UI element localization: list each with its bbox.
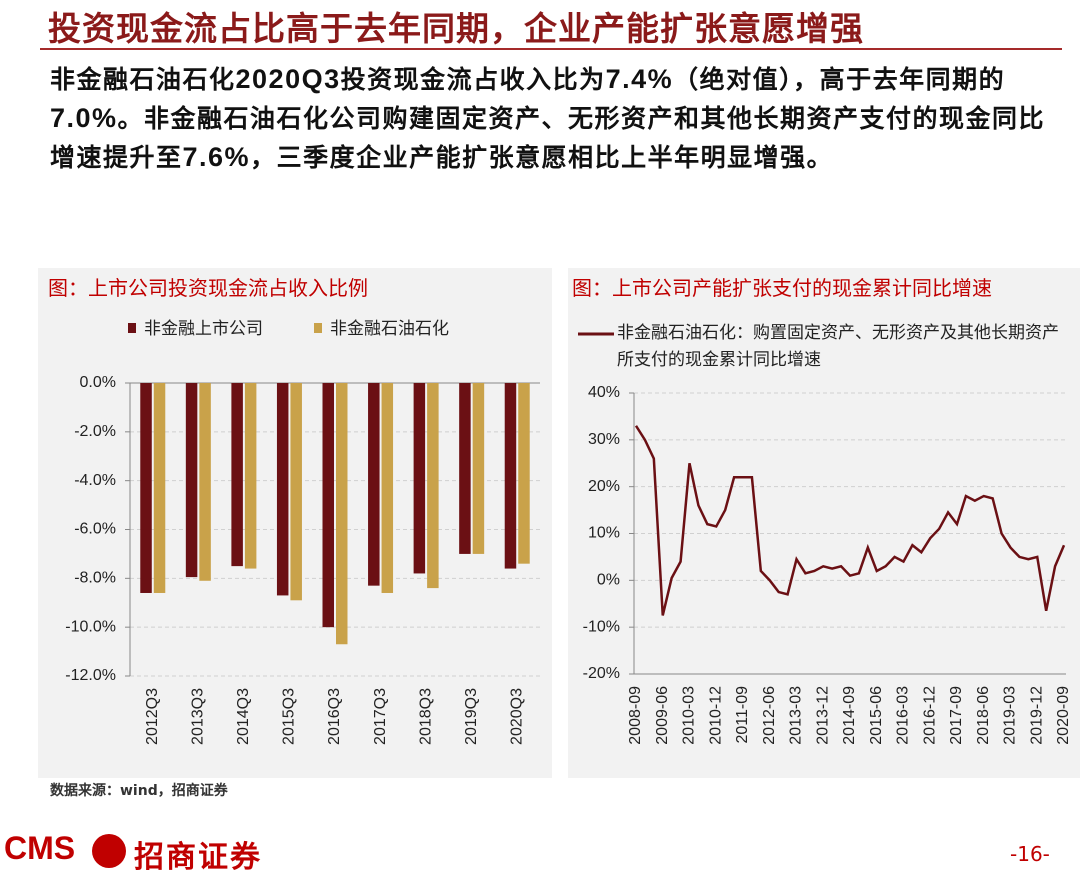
x-tick-label: 2018Q3 (417, 688, 434, 745)
x-tick-label: 2010-12 (707, 686, 724, 745)
bar (504, 383, 517, 569)
y-tick-label: -10% (583, 618, 620, 635)
x-tick-label: 2017-09 (948, 686, 965, 745)
logo-text: CMS (4, 830, 76, 866)
legend-swatch (314, 323, 322, 333)
x-tick-label: 2012-06 (761, 686, 778, 745)
x-tick-label: 2017Q3 (372, 688, 389, 745)
x-tick-label: 2011-09 (734, 686, 751, 744)
bar (336, 383, 348, 645)
x-tick-label: 2013-12 (814, 686, 831, 745)
bar (140, 383, 152, 593)
slide-title: 投资现金流占比高于去年同期，企业产能扩张意愿增强 (48, 9, 864, 48)
paragraph-run: 7.0% (50, 103, 118, 133)
bar (322, 383, 334, 628)
bar (153, 383, 166, 593)
bar (231, 383, 243, 567)
bar (290, 383, 302, 601)
bar (427, 383, 439, 589)
x-tick-label: 2015Q3 (281, 688, 298, 745)
paragraph-run: 2020Q3 (235, 64, 341, 94)
legend-label: 非金融上市公司 (144, 319, 263, 339)
x-tick-label: 2013Q3 (190, 688, 207, 745)
x-tick-label: 2019-12 (1028, 686, 1045, 745)
chart-panel (568, 268, 1080, 778)
x-tick-label: 2010-03 (681, 686, 698, 745)
y-tick-label: -6.0% (74, 521, 116, 538)
paragraph: 非金融石油石化2020Q3投资现金流占收入比为7.4%（绝对值），高于去年同期的… (50, 60, 1050, 177)
company-name: 招商证券 (134, 840, 262, 875)
y-tick-label: -12.0% (65, 667, 116, 684)
bar (199, 383, 211, 581)
bar (472, 383, 485, 554)
x-tick-label: 2016-03 (895, 686, 912, 745)
y-tick-label: 40% (588, 384, 620, 401)
paragraph-run: 7.6% (182, 142, 251, 172)
legend-label: 非金融石油石化 (330, 319, 449, 339)
page-number: -16- (1010, 842, 1050, 866)
y-tick-label: -20% (583, 665, 620, 682)
x-tick-label: 2019Q3 (463, 688, 480, 745)
bar (413, 383, 426, 574)
title-rule (40, 48, 1062, 50)
x-tick-label: 2016-12 (921, 686, 938, 745)
source-note: 数据来源：wind，招商证券 (50, 783, 228, 799)
bar (381, 383, 394, 593)
legend-swatch (128, 323, 136, 333)
x-tick-label: 2014Q3 (235, 688, 252, 745)
y-tick-label: -8.0% (74, 570, 116, 587)
paragraph-run: 。非金融石油石化公司购建固定资产、无形资产和其他长期资产支付的现金同比增速提升至 (50, 104, 1046, 172)
x-tick-label: 2016Q3 (326, 688, 343, 745)
paragraph-run: 7.4% (605, 64, 674, 94)
x-tick-label: 2020-09 (1055, 686, 1072, 745)
y-tick-label: -4.0% (74, 472, 116, 489)
x-tick-label: 2008-09 (627, 686, 644, 745)
x-tick-label: 2014-09 (841, 686, 858, 745)
y-tick-label: 10% (588, 525, 620, 542)
bar (518, 383, 530, 564)
logo-icon (92, 834, 126, 868)
y-tick-label: 0% (597, 572, 620, 589)
x-tick-label: 2018-06 (975, 686, 992, 745)
x-tick-label: 2013-03 (788, 686, 805, 745)
x-tick-label: 2009-06 (654, 686, 671, 745)
x-tick-label: 2019-03 (1002, 686, 1019, 745)
bar (368, 383, 380, 586)
bar (185, 383, 198, 578)
x-tick-label: 2020Q3 (508, 688, 525, 745)
line-series (634, 425, 1066, 616)
y-tick-label: 30% (588, 431, 620, 448)
chart-title: 图：上市公司投资现金流占收入比例 (48, 276, 368, 300)
bar (244, 383, 257, 569)
x-tick-label: 2015-06 (868, 686, 885, 745)
paragraph-run: 非金融石油石化 (50, 65, 236, 94)
bar (276, 383, 289, 596)
y-tick-label: 0.0% (80, 374, 116, 391)
y-tick-label: -2.0% (74, 423, 116, 440)
legend-label: 非金融石油石化：购置固定资产、无形资产及其他长期资产所支付的现金累计同比增速 (617, 323, 1059, 370)
bar (459, 383, 471, 554)
paragraph-run: ，三季度企业产能扩张意愿相比上半年明显增强。 (250, 143, 834, 172)
x-tick-label: 2012Q3 (144, 688, 161, 745)
chart-title: 图：上市公司产能扩张支付的现金累计同比增速 (572, 276, 992, 300)
paragraph-run: （绝对值），高于去年同期的 (673, 65, 1006, 94)
y-tick-label: 20% (588, 478, 620, 495)
y-tick-label: -10.0% (65, 618, 116, 635)
paragraph-run: 投资现金流占收入比为 (340, 65, 606, 94)
